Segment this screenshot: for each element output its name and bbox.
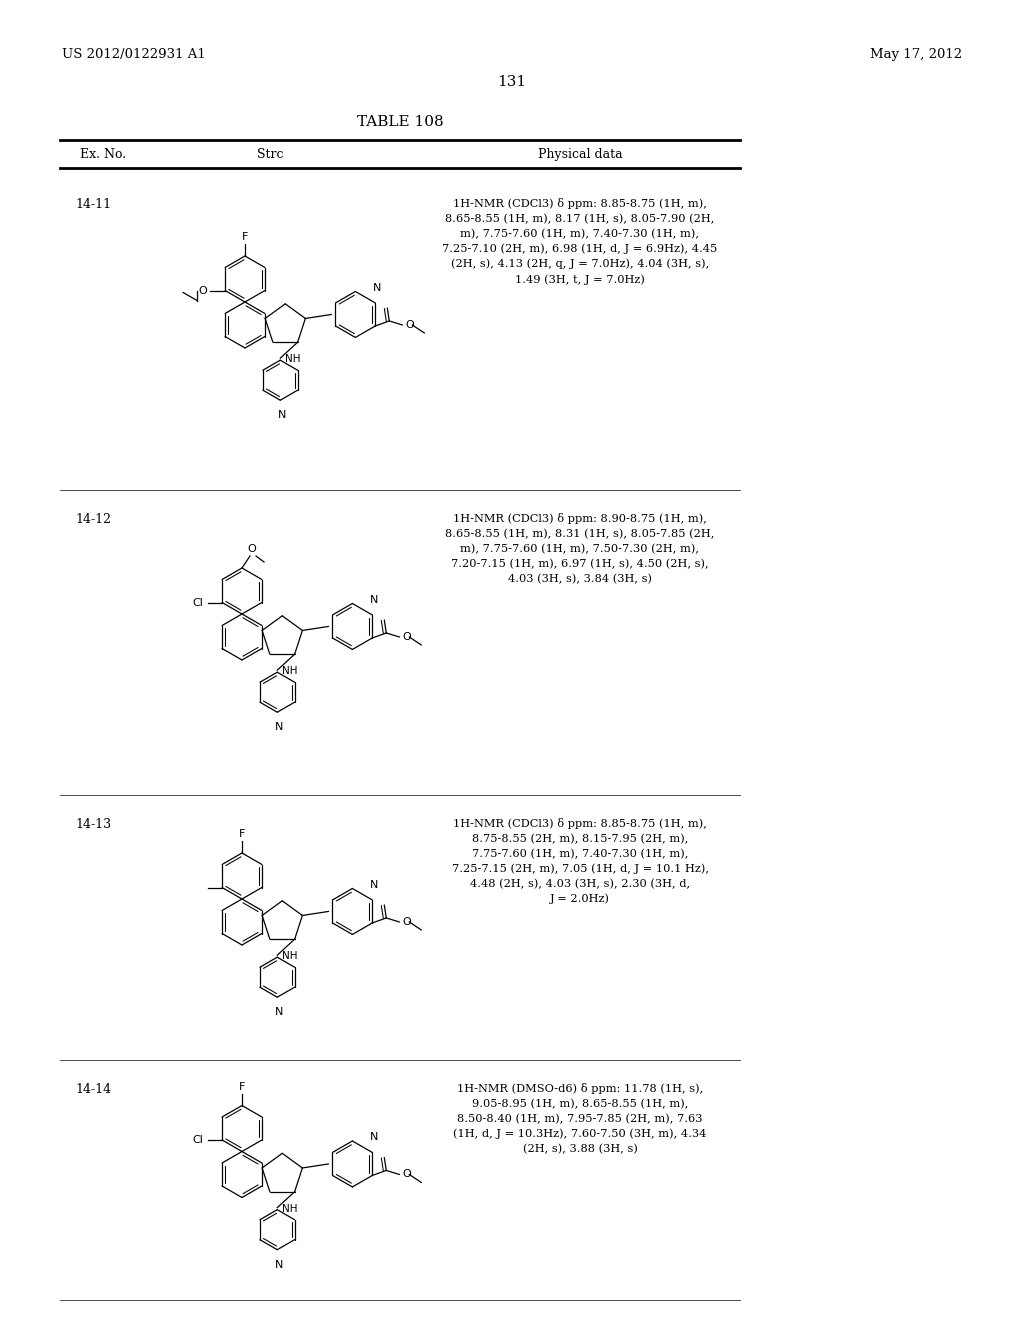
Text: N: N (370, 1133, 379, 1143)
Text: O: O (199, 285, 208, 296)
Text: 1H-NMR (CDCl3) δ ppm: 8.85-8.75 (1H, m),
8.75-8.55 (2H, m), 8.15-7.95 (2H, m),
7: 1H-NMR (CDCl3) δ ppm: 8.85-8.75 (1H, m),… (452, 818, 709, 904)
Text: O: O (402, 917, 411, 927)
Text: N: N (275, 1259, 284, 1270)
Text: 1H-NMR (DMSO-d6) δ ppm: 11.78 (1H, s),
9.05-8.95 (1H, m), 8.65-8.55 (1H, m),
8.5: 1H-NMR (DMSO-d6) δ ppm: 11.78 (1H, s), 9… (454, 1082, 707, 1154)
Text: TABLE 108: TABLE 108 (356, 115, 443, 129)
Text: Strc: Strc (257, 148, 284, 161)
Text: 14-14: 14-14 (75, 1082, 112, 1096)
Text: Cl: Cl (193, 598, 204, 607)
Text: 1H-NMR (CDCl3) δ ppm: 8.90-8.75 (1H, m),
8.65-8.55 (1H, m), 8.31 (1H, s), 8.05-7: 1H-NMR (CDCl3) δ ppm: 8.90-8.75 (1H, m),… (445, 513, 715, 583)
Text: NH: NH (282, 952, 297, 961)
Text: N: N (279, 411, 287, 420)
Text: 14-13: 14-13 (75, 818, 112, 832)
Text: US 2012/0122931 A1: US 2012/0122931 A1 (62, 48, 206, 61)
Text: 131: 131 (498, 75, 526, 88)
Text: Cl: Cl (193, 1135, 204, 1144)
Text: Ex. No.: Ex. No. (80, 148, 126, 161)
Text: O: O (402, 1170, 411, 1180)
Text: N: N (275, 722, 284, 733)
Text: May 17, 2012: May 17, 2012 (869, 48, 962, 61)
Text: O: O (406, 319, 414, 330)
Text: F: F (242, 232, 248, 242)
Text: 14-11: 14-11 (75, 198, 112, 211)
Text: O: O (247, 544, 256, 554)
Text: F: F (239, 1081, 245, 1092)
Text: Physical data: Physical data (538, 148, 623, 161)
Text: NH: NH (282, 1204, 297, 1213)
Text: N: N (373, 282, 382, 293)
Text: N: N (370, 595, 379, 605)
Text: 14-12: 14-12 (75, 513, 111, 525)
Text: F: F (239, 829, 245, 840)
Text: 1H-NMR (CDCl3) δ ppm: 8.85-8.75 (1H, m),
8.65-8.55 (1H, m), 8.17 (1H, s), 8.05-7: 1H-NMR (CDCl3) δ ppm: 8.85-8.75 (1H, m),… (442, 198, 718, 285)
Text: O: O (402, 632, 411, 642)
Text: NH: NH (282, 667, 297, 676)
Text: N: N (370, 880, 379, 890)
Text: NH: NH (285, 354, 300, 364)
Text: N: N (275, 1007, 284, 1018)
